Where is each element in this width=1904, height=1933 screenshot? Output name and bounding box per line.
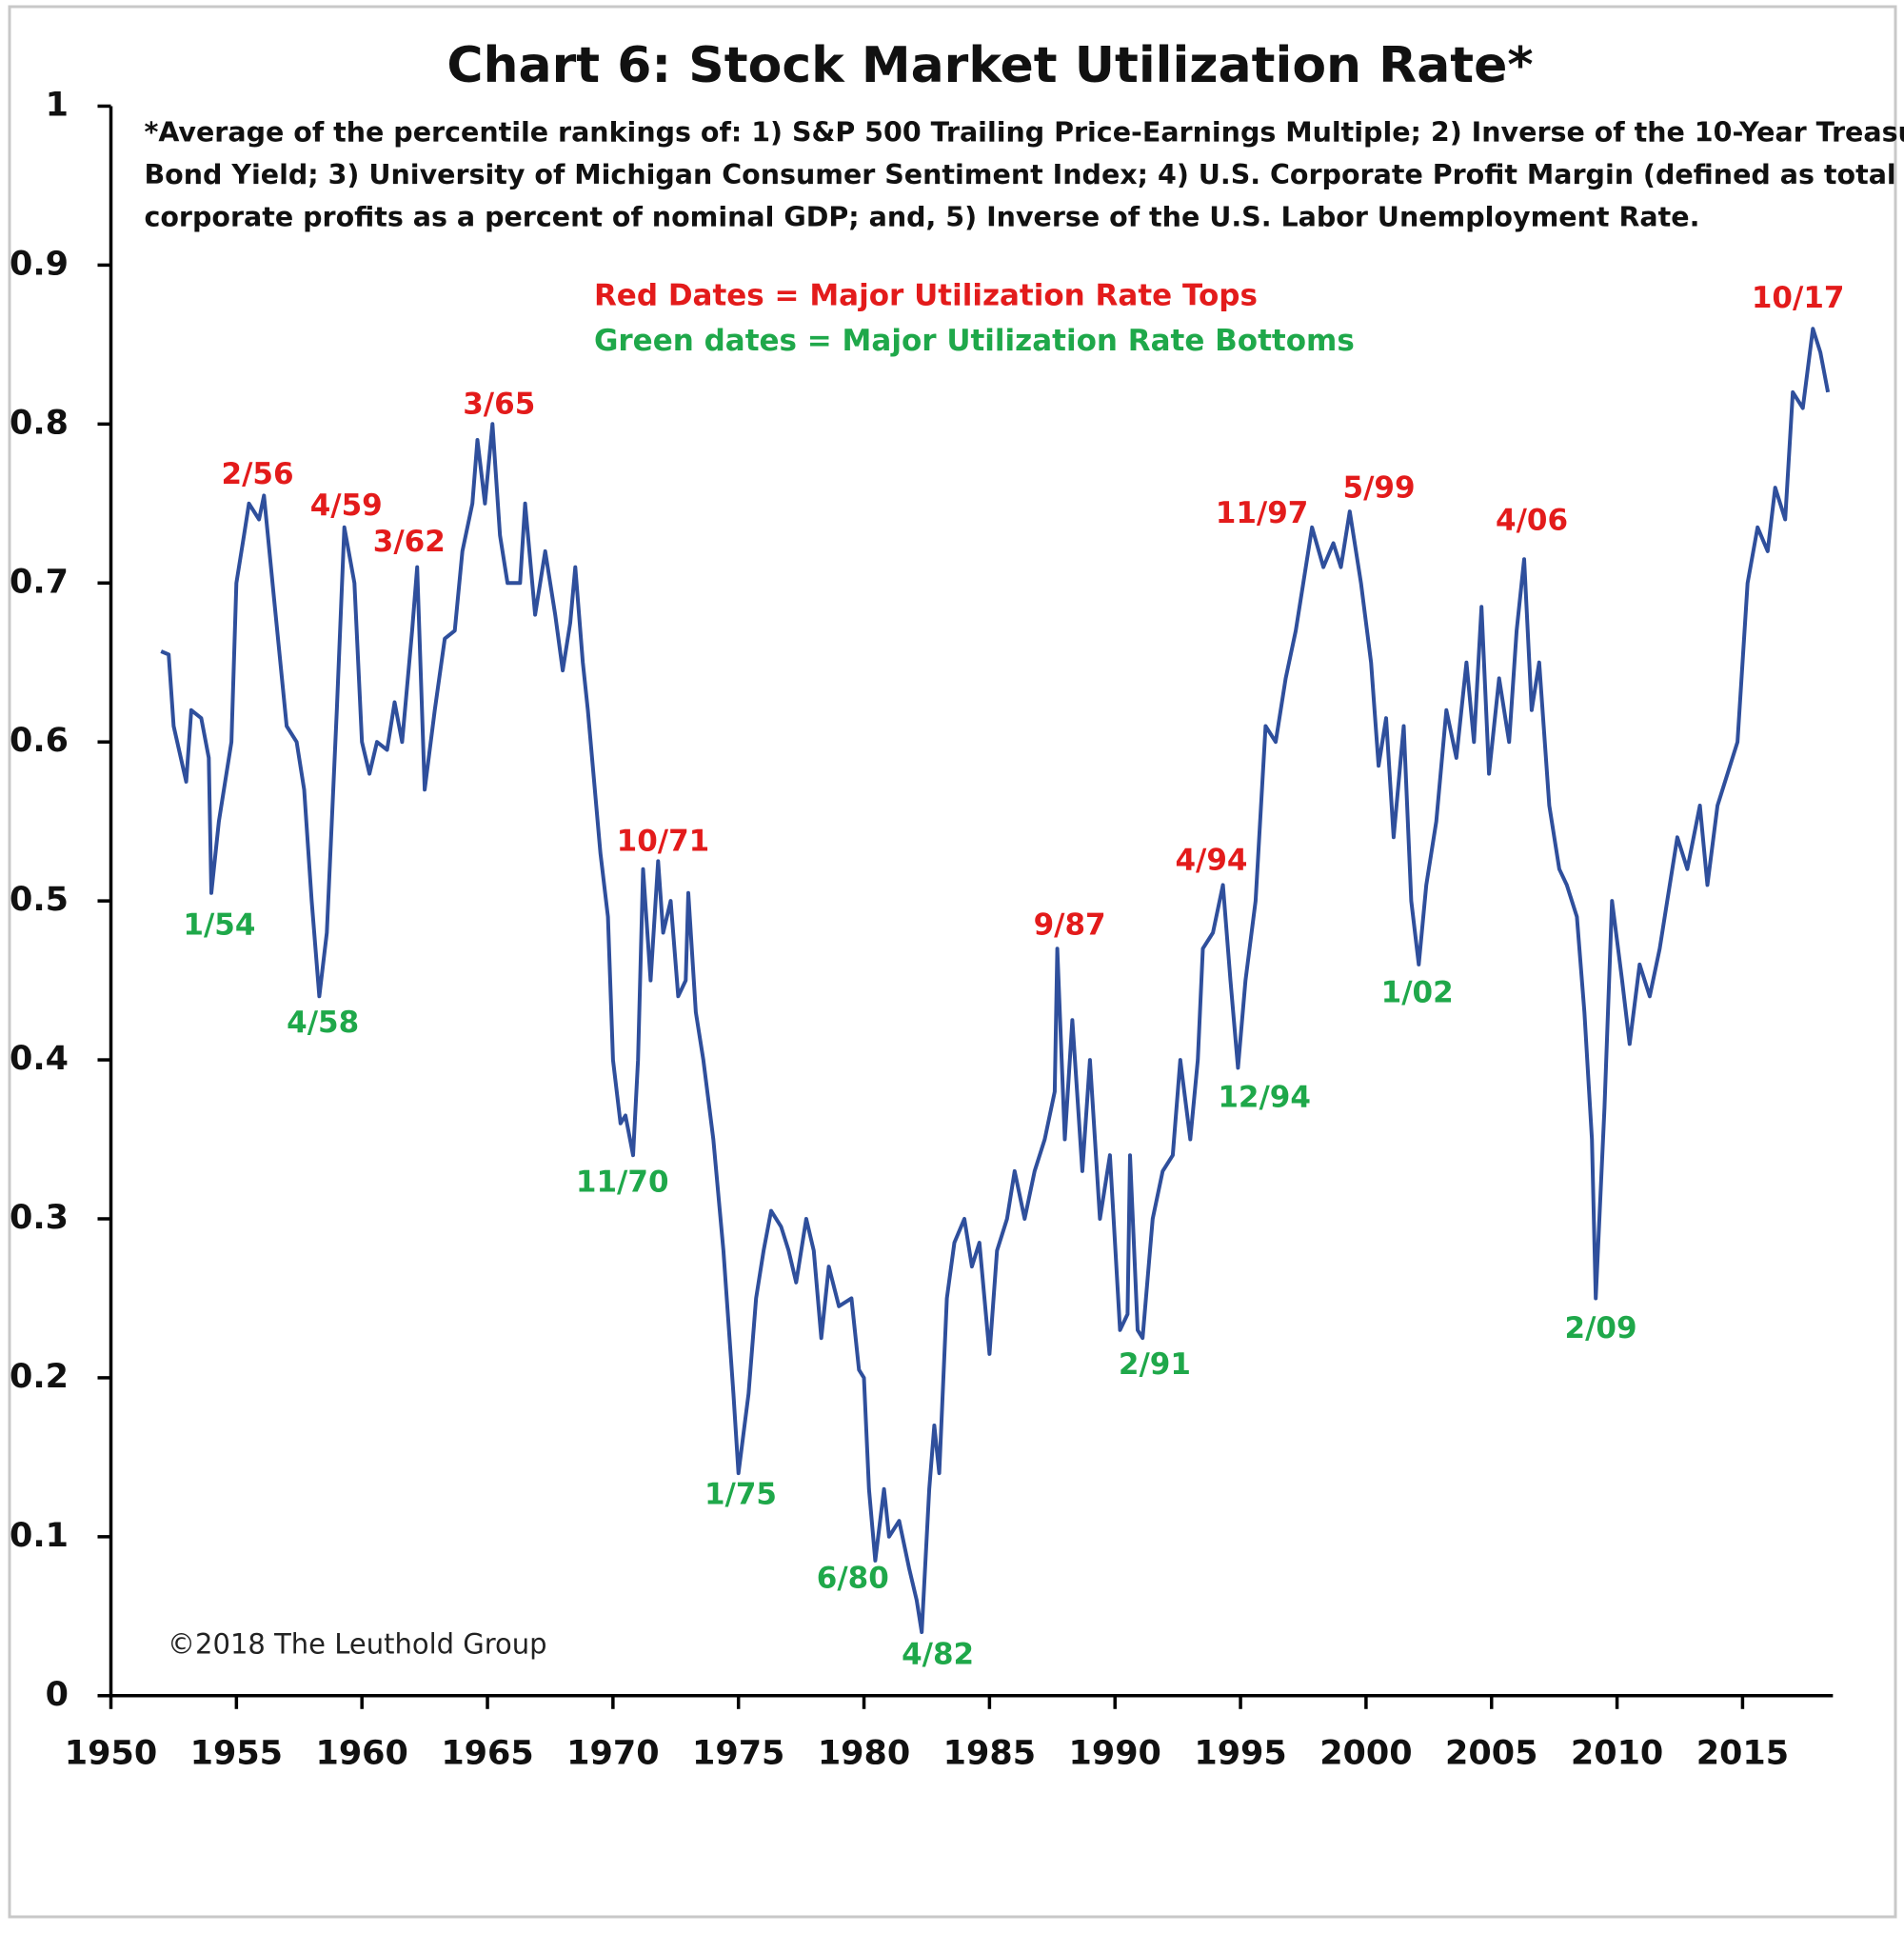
legend-entry: Red Dates = Major Utilization Rate Tops	[594, 279, 1258, 313]
x-tick-label: 1990	[1069, 1734, 1161, 1772]
annotation: 12/94	[1218, 1080, 1311, 1114]
annotation: 4/59	[310, 488, 383, 523]
x-tick-label: 1950	[65, 1734, 157, 1772]
annotation: 10/17	[1752, 281, 1845, 315]
y-tick-label: 0.2	[10, 1358, 69, 1396]
y-tick-label: 1	[46, 86, 69, 124]
annotation: 6/80	[817, 1561, 889, 1595]
x-tick-label: 1965	[441, 1734, 533, 1772]
annotation: 4/82	[902, 1637, 974, 1671]
x-tick-label: 1955	[190, 1734, 283, 1772]
annotation: 3/62	[373, 525, 446, 559]
y-tick-label: 0.3	[10, 1199, 69, 1237]
annotation: 9/87	[1034, 908, 1106, 943]
data-line	[160, 327, 1831, 1634]
footnote: corporate profits as a percent of nomina…	[144, 201, 1699, 232]
x-tick-label: 1985	[943, 1734, 1036, 1772]
annotation: 4/58	[287, 1006, 359, 1040]
x-tick-label: 1980	[818, 1734, 910, 1772]
annotation: 2/56	[222, 457, 294, 491]
x-tick-label: 1995	[1194, 1734, 1286, 1772]
y-tick-label: 0	[46, 1676, 69, 1714]
annotation: 11/97	[1216, 496, 1309, 530]
annotation: 2/91	[1119, 1347, 1191, 1382]
y-tick-label: 0.6	[10, 722, 69, 760]
x-tick-label: 2005	[1445, 1734, 1537, 1772]
annotation: 2/09	[1565, 1311, 1637, 1345]
y-tick-label: 0.9	[10, 245, 69, 283]
y-tick-label: 0.5	[10, 881, 69, 919]
x-tick-label: 2015	[1696, 1734, 1789, 1772]
x-tick-label: 1975	[692, 1734, 784, 1772]
credit: ©2018 The Leuthold Group	[168, 1627, 547, 1660]
annotation: 1/75	[704, 1477, 777, 1511]
y-tick-label: 0.7	[10, 563, 69, 601]
annotation: 4/06	[1496, 504, 1568, 538]
footnote: Bond Yield; 3) University of Michigan Co…	[144, 159, 1904, 190]
chart-title: Chart 6: Stock Market Utilization Rate*	[446, 37, 1533, 94]
x-tick-label: 2000	[1319, 1734, 1412, 1772]
annotation: 10/71	[617, 825, 710, 859]
x-tick-label: 2010	[1571, 1734, 1663, 1772]
annotation: 1/54	[183, 908, 255, 943]
y-tick-label: 0.8	[10, 404, 69, 442]
y-tick-label: 0.1	[10, 1517, 69, 1555]
footnote: *Average of the percentile rankings of: …	[144, 116, 1904, 148]
y-tick-label: 0.4	[10, 1040, 69, 1078]
x-tick-label: 1970	[566, 1734, 659, 1772]
annotation: 3/65	[463, 388, 535, 422]
legend-entry: Green dates = Major Utilization Rate Bot…	[594, 324, 1355, 358]
annotation: 5/99	[1343, 471, 1416, 506]
x-tick-label: 1960	[315, 1734, 407, 1772]
annotation: 4/94	[1175, 843, 1247, 877]
annotation: 1/02	[1381, 975, 1454, 1009]
annotation: 11/70	[576, 1166, 669, 1200]
